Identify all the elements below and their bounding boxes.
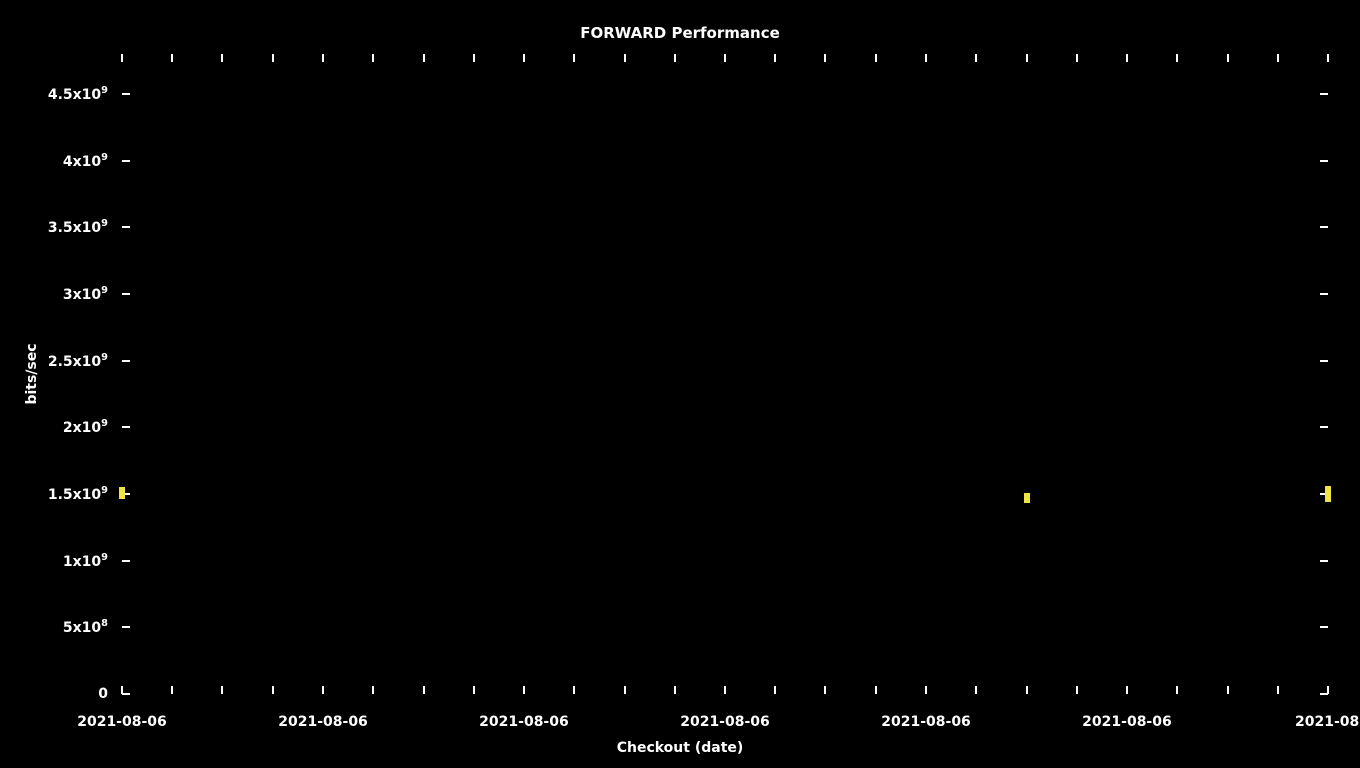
x-tick-mark	[372, 686, 374, 694]
x-tick-label: 2021-08-06	[680, 714, 770, 730]
x-tick-mark	[473, 686, 475, 694]
y-tick-mark	[1320, 160, 1328, 162]
x-tick-mark	[473, 54, 475, 62]
y-tick-mark	[122, 93, 130, 95]
chart-container: FORWARD Performance bits/sec Checkout (d…	[0, 0, 1360, 768]
y-tick-mark	[122, 693, 130, 695]
y-tick-mark	[1320, 426, 1328, 428]
x-tick-mark	[925, 686, 927, 694]
x-tick-mark	[171, 686, 173, 694]
x-tick-mark	[121, 54, 123, 62]
y-tick-mark	[122, 226, 130, 228]
x-tick-mark	[1026, 54, 1028, 62]
x-tick-mark	[774, 54, 776, 62]
x-tick-mark	[221, 54, 223, 62]
y-tick-mark	[1320, 93, 1328, 95]
x-tick-mark	[1026, 686, 1028, 694]
x-tick-mark	[372, 54, 374, 62]
y-tick-label: 1x109	[63, 552, 108, 570]
x-tick-mark	[724, 54, 726, 62]
y-tick-label: 2.5x109	[48, 352, 108, 370]
x-tick-mark	[975, 686, 977, 694]
y-tick-mark	[1320, 360, 1328, 362]
y-tick-mark	[1320, 226, 1328, 228]
x-axis-label: Checkout (date)	[0, 740, 1360, 756]
x-tick-mark	[322, 686, 324, 694]
x-tick-mark	[573, 686, 575, 694]
x-tick-mark	[1277, 686, 1279, 694]
candle	[1325, 486, 1331, 502]
x-tick-mark	[523, 54, 525, 62]
x-tick-mark	[1327, 686, 1329, 694]
y-tick-mark	[1320, 293, 1328, 295]
x-tick-mark	[1277, 54, 1279, 62]
x-tick-mark	[724, 686, 726, 694]
x-tick-mark	[1227, 686, 1229, 694]
y-tick-label: 0	[98, 686, 108, 702]
x-tick-mark	[1176, 54, 1178, 62]
x-tick-mark	[925, 54, 927, 62]
x-tick-mark	[624, 54, 626, 62]
x-tick-mark	[523, 686, 525, 694]
x-tick-mark	[1176, 686, 1178, 694]
y-tick-label: 3.5x109	[48, 219, 108, 237]
y-tick-label: 5x108	[63, 619, 108, 637]
x-tick-mark	[1126, 686, 1128, 694]
x-tick-mark	[1126, 54, 1128, 62]
y-tick-mark	[1320, 560, 1328, 562]
x-tick-mark	[272, 686, 274, 694]
x-tick-mark	[573, 54, 575, 62]
y-tick-mark	[122, 426, 130, 428]
x-tick-mark	[272, 54, 274, 62]
candle	[1024, 493, 1030, 504]
x-tick-mark	[875, 686, 877, 694]
y-tick-mark	[1320, 626, 1328, 628]
x-tick-mark	[423, 54, 425, 62]
x-tick-mark	[975, 54, 977, 62]
x-tick-mark	[824, 686, 826, 694]
y-tick-mark	[122, 160, 130, 162]
x-tick-mark	[674, 54, 676, 62]
x-tick-mark	[423, 686, 425, 694]
x-tick-mark	[1076, 54, 1078, 62]
x-tick-mark	[1076, 686, 1078, 694]
y-tick-label: 4.5x109	[48, 85, 108, 103]
candle	[119, 487, 125, 499]
x-tick-mark	[875, 54, 877, 62]
y-tick-mark	[122, 626, 130, 628]
x-tick-mark	[1327, 54, 1329, 62]
y-tick-label: 2x109	[63, 419, 108, 437]
y-tick-label: 4x109	[63, 152, 108, 170]
x-tick-mark	[121, 686, 123, 694]
x-tick-mark	[674, 686, 676, 694]
x-tick-mark	[774, 686, 776, 694]
x-tick-label: 2021-08-06	[1082, 714, 1172, 730]
x-tick-label: 2021-08-06	[77, 714, 167, 730]
x-tick-mark	[171, 54, 173, 62]
x-tick-mark	[824, 54, 826, 62]
y-tick-mark	[122, 560, 130, 562]
chart-title: FORWARD Performance	[0, 24, 1360, 42]
y-tick-mark	[122, 293, 130, 295]
x-tick-mark	[322, 54, 324, 62]
y-tick-mark	[122, 360, 130, 362]
y-axis-label: bits/sec	[24, 343, 40, 404]
x-tick-label: 2021-08-06	[881, 714, 971, 730]
x-tick-label: 2021-08-06	[479, 714, 569, 730]
x-tick-label: 2021-08-06	[278, 714, 368, 730]
x-tick-mark	[624, 686, 626, 694]
x-tick-label: 2021-08-0	[1295, 714, 1360, 730]
x-tick-mark	[1227, 54, 1229, 62]
y-tick-label: 3x109	[63, 285, 108, 303]
y-tick-label: 1.5x109	[48, 485, 108, 503]
x-tick-mark	[221, 686, 223, 694]
